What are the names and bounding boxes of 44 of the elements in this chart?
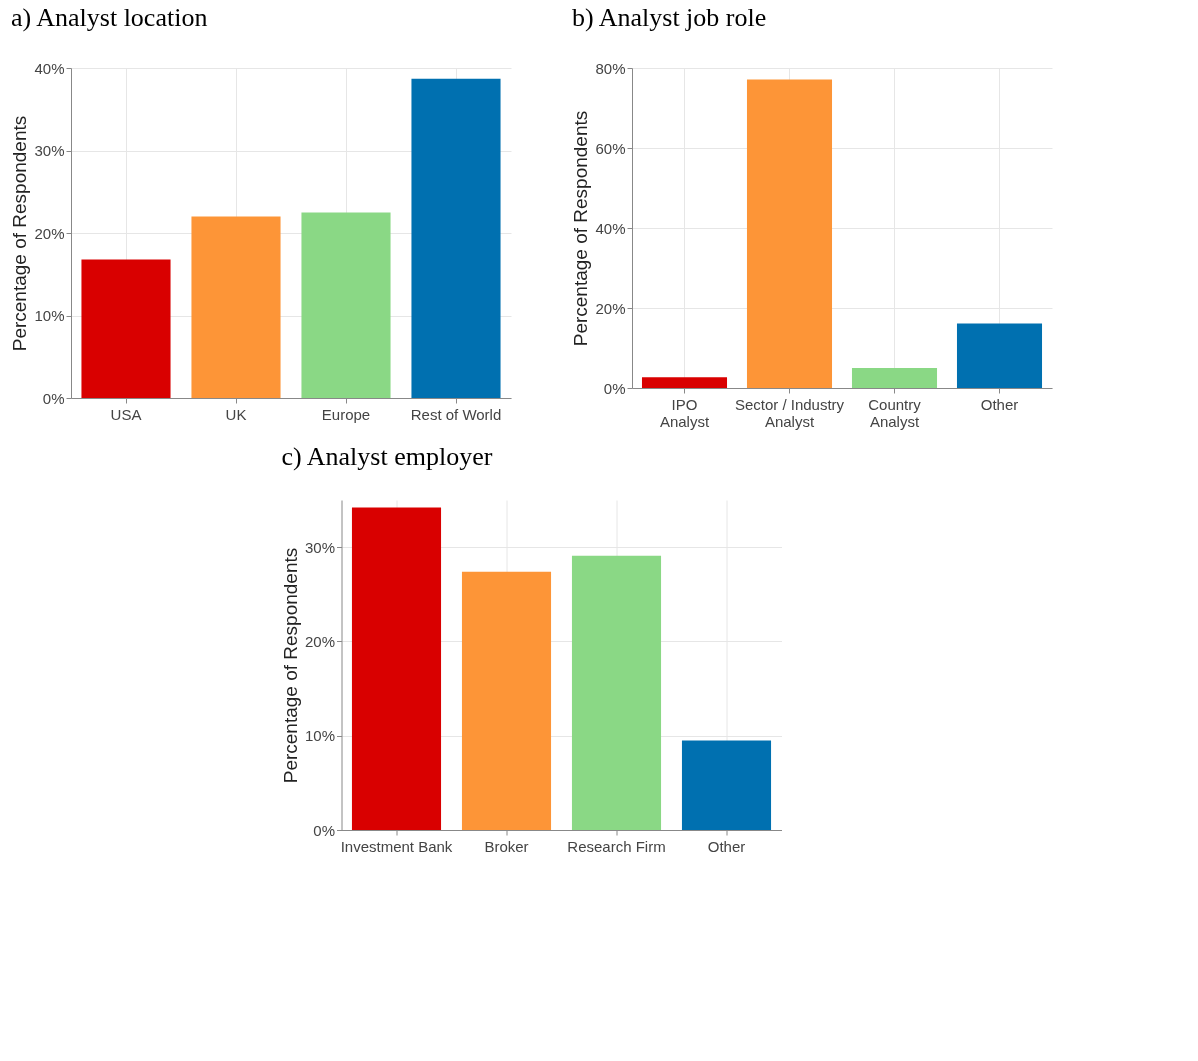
x-tick-label: IPO Analyst bbox=[659, 395, 710, 430]
y-tick-label: 10% bbox=[34, 307, 65, 324]
bar bbox=[81, 259, 171, 398]
bar bbox=[851, 368, 938, 388]
y-tick-label: 20% bbox=[595, 299, 626, 317]
bar bbox=[461, 571, 552, 830]
y-tick-label: 0% bbox=[603, 379, 626, 397]
y-tick-label: 30% bbox=[304, 538, 335, 556]
x-tick-label: Other bbox=[707, 837, 746, 855]
y-axis-title: Percentage of Respondents bbox=[279, 547, 301, 784]
bar bbox=[681, 740, 772, 830]
y-tick-label: 20% bbox=[304, 632, 335, 650]
x-tick-label: Country Analyst bbox=[868, 395, 922, 430]
x-tick-label: USA bbox=[110, 405, 142, 423]
y-tick-label: 0% bbox=[313, 821, 335, 839]
x-tick-label: Rest of World bbox=[410, 405, 502, 423]
x-tick-label: Investment Bank bbox=[340, 837, 453, 855]
y-axis-title: Percentage of Respondents bbox=[9, 115, 31, 352]
chart-title: b) Analyst job role bbox=[572, 3, 767, 32]
bar bbox=[746, 79, 833, 388]
y-tick-label: 30% bbox=[34, 142, 65, 159]
chart-title: c) Analyst employer bbox=[281, 442, 493, 471]
y-tick-label: 80% bbox=[595, 59, 626, 77]
bar bbox=[191, 216, 281, 398]
x-tick-label: Broker bbox=[484, 837, 529, 855]
y-tick-label: 40% bbox=[34, 59, 65, 77]
x-tick-label: Europe bbox=[321, 405, 371, 423]
bar bbox=[571, 555, 662, 830]
bar bbox=[956, 323, 1043, 388]
bar bbox=[351, 507, 442, 830]
bar bbox=[301, 212, 391, 398]
bar bbox=[641, 377, 728, 388]
x-tick-label: Other bbox=[980, 395, 1019, 413]
x-tick-label: Sector / Industry Analyst bbox=[734, 395, 845, 430]
y-tick-label: 0% bbox=[42, 389, 65, 407]
y-tick-label: 60% bbox=[595, 139, 626, 157]
x-tick-label: UK bbox=[225, 405, 247, 423]
chart-title: a) Analyst location bbox=[11, 3, 208, 32]
y-tick-label: 10% bbox=[304, 727, 335, 745]
x-tick-label: Research Firm bbox=[567, 837, 666, 855]
y-tick-label: 20% bbox=[34, 224, 65, 242]
y-tick-label: 40% bbox=[595, 219, 626, 237]
y-axis-title: Percentage of Respondents bbox=[570, 110, 592, 347]
bar bbox=[411, 78, 501, 398]
